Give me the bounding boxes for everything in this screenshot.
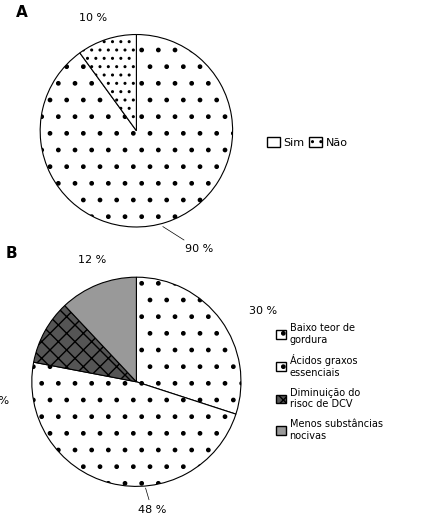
Text: 12 %: 12 % <box>78 255 106 265</box>
Wedge shape <box>80 35 136 131</box>
Text: 90 %: 90 % <box>163 226 213 254</box>
Legend: Sim, Não: Sim, Não <box>262 133 352 153</box>
Wedge shape <box>40 35 233 227</box>
Text: 48 %: 48 % <box>138 488 166 515</box>
Text: 30 %: 30 % <box>249 305 278 316</box>
Wedge shape <box>32 362 236 486</box>
Wedge shape <box>65 277 136 382</box>
Text: B: B <box>6 246 17 262</box>
Wedge shape <box>33 305 136 382</box>
Legend: Baixo teor de
gordura, Ácidos graxos
essenciais, Diminuição do
risoc de DCV, Men: Baixo teor de gordura, Ácidos graxos ess… <box>272 319 386 445</box>
Text: 10 %: 10 % <box>79 13 107 23</box>
Text: 10 %: 10 % <box>0 395 9 406</box>
Text: A: A <box>16 5 28 20</box>
Wedge shape <box>136 277 241 414</box>
